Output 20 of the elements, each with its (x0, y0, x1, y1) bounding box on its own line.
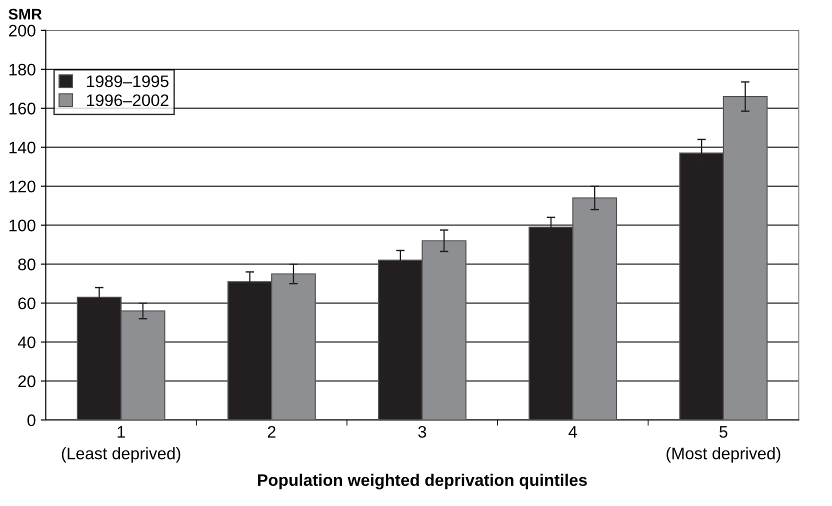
x-tick-label: 1 (Least deprived) (62, 426, 180, 463)
y-tick-label: 140 (10, 142, 36, 154)
x-tick-label: 3 (418, 426, 426, 438)
y-tick-label: 160 (10, 102, 36, 114)
y-tick-label: 100 (10, 220, 36, 232)
y-tick-label: 20 (18, 375, 36, 388)
y-tick-label: 180 (10, 64, 36, 76)
y-tick-label: 120 (10, 180, 36, 192)
x-axis-title: Population weighted deprivation quintiles (258, 474, 587, 490)
x-tick-label: 4 (568, 426, 577, 438)
y-tick-label: 200 (9, 24, 36, 37)
x-tick-label: 5 (Most deprived) (666, 426, 780, 463)
y-tick-label: 40 (18, 336, 36, 348)
y-axis-title: SMR (8, 8, 42, 20)
y-tick-label: 0 (27, 414, 36, 426)
legend-label: 1989–1995 (87, 75, 168, 88)
x-tick-label: 2 (268, 426, 276, 438)
legend-label: 1996–2002 (87, 94, 168, 106)
y-tick-label: 60 (18, 297, 36, 310)
y-tick-label: 80 (18, 258, 36, 270)
